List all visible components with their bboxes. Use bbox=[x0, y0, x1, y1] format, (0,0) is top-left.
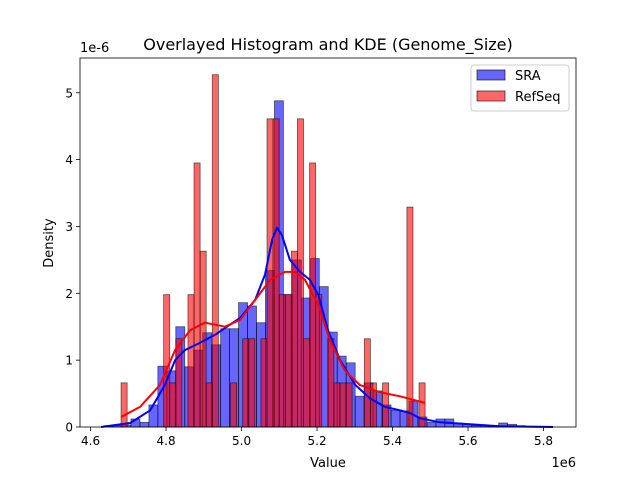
kde-line-sra bbox=[100, 226, 554, 428]
x-axis-label: Value bbox=[310, 456, 346, 471]
y-tick-label: 3 bbox=[65, 220, 73, 234]
bar-refseq bbox=[242, 338, 250, 428]
bar-refseq bbox=[120, 382, 128, 428]
y-tick-label: 2 bbox=[65, 287, 73, 301]
bar-refseq bbox=[169, 382, 177, 428]
bar-refseq bbox=[230, 382, 238, 428]
bar-refseq bbox=[345, 382, 353, 428]
bar-refseq bbox=[163, 294, 171, 428]
bar-sra bbox=[390, 409, 401, 428]
x-tick-label: 5.4 bbox=[383, 434, 402, 448]
y-tick-label: 1 bbox=[65, 354, 73, 368]
bar-refseq bbox=[260, 338, 268, 428]
x-tick-label: 5.8 bbox=[534, 434, 553, 448]
y-tick-label: 0 bbox=[65, 421, 73, 435]
bar-refseq bbox=[290, 250, 298, 428]
x-tick-label: 5.2 bbox=[308, 434, 327, 448]
bar-refseq bbox=[327, 338, 335, 428]
y-axis-label: Density bbox=[42, 218, 57, 268]
legend-swatch-refseq bbox=[476, 90, 506, 102]
legend-label-sra: SRA bbox=[515, 69, 541, 84]
bar-refseq bbox=[272, 118, 280, 428]
bar-refseq bbox=[205, 382, 213, 428]
x-tick-label: 5.6 bbox=[458, 434, 477, 448]
y-tick-label: 5 bbox=[65, 86, 73, 100]
chart-title: Overlayed Histogram and KDE (Genome_Size… bbox=[143, 35, 513, 55]
axes-frame bbox=[79, 57, 577, 428]
bar-refseq bbox=[284, 294, 292, 428]
x-tick-label: 5.0 bbox=[232, 434, 251, 448]
bar-refseq bbox=[363, 338, 371, 428]
bar-sra bbox=[426, 421, 437, 428]
bar-refseq bbox=[175, 338, 183, 428]
legend-swatch-sra bbox=[476, 69, 506, 81]
bar-refseq bbox=[278, 294, 286, 428]
bar-refseq bbox=[406, 206, 414, 428]
x-tick-label: 4.8 bbox=[157, 434, 176, 448]
kde-curves bbox=[100, 226, 554, 428]
y-tick-label: 4 bbox=[65, 153, 73, 167]
x-tick-label: 4.6 bbox=[81, 434, 100, 448]
bar-refseq bbox=[266, 118, 274, 428]
bar-refseq bbox=[211, 74, 219, 428]
bar-refseq bbox=[339, 382, 347, 428]
bar-sra bbox=[354, 395, 365, 428]
bar-refseq bbox=[333, 382, 341, 428]
bar-refseq bbox=[418, 382, 426, 428]
legend-label-refseq: RefSeq bbox=[515, 90, 561, 105]
bar-sra bbox=[139, 421, 150, 428]
bar-refseq bbox=[187, 294, 195, 428]
bar-refseq bbox=[193, 162, 201, 428]
kde-line-refseq bbox=[120, 270, 426, 418]
bar-refseq bbox=[303, 338, 310, 428]
x-offset-label: 1e6 bbox=[551, 456, 576, 471]
y-axis: 0 1 2 3 4 5 bbox=[65, 86, 80, 435]
legend: SRA RefSeq bbox=[470, 64, 570, 112]
bar-sra bbox=[220, 328, 231, 428]
x-axis: 4.6 4.8 5.0 5.2 5.4 5.6 5.8 bbox=[81, 427, 553, 448]
y-offset-label: 1e-6 bbox=[80, 41, 109, 56]
bar-refseq bbox=[248, 338, 256, 428]
